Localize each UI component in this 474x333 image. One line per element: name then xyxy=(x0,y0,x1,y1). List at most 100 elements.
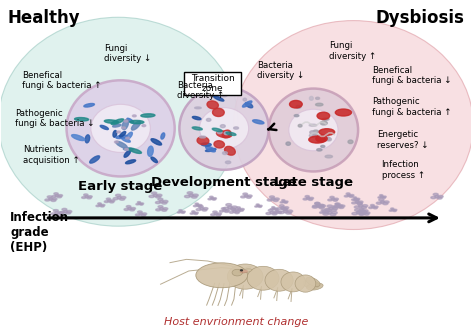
Ellipse shape xyxy=(197,137,209,145)
Ellipse shape xyxy=(162,209,167,211)
Ellipse shape xyxy=(90,156,100,163)
Ellipse shape xyxy=(381,196,383,197)
Ellipse shape xyxy=(237,208,241,210)
Ellipse shape xyxy=(272,206,275,208)
Ellipse shape xyxy=(160,208,164,210)
Ellipse shape xyxy=(273,199,278,201)
Ellipse shape xyxy=(199,205,203,207)
Ellipse shape xyxy=(320,121,328,125)
Ellipse shape xyxy=(214,141,225,148)
Ellipse shape xyxy=(147,146,153,156)
Ellipse shape xyxy=(200,108,249,149)
Ellipse shape xyxy=(433,193,438,195)
Ellipse shape xyxy=(310,134,316,137)
Ellipse shape xyxy=(153,194,157,196)
Ellipse shape xyxy=(155,201,161,204)
Ellipse shape xyxy=(238,269,252,273)
Ellipse shape xyxy=(328,199,332,201)
Ellipse shape xyxy=(312,205,317,207)
Ellipse shape xyxy=(113,197,118,200)
Ellipse shape xyxy=(161,133,165,139)
Ellipse shape xyxy=(192,127,202,130)
Ellipse shape xyxy=(131,122,140,130)
Ellipse shape xyxy=(310,197,314,199)
Ellipse shape xyxy=(278,212,281,213)
Ellipse shape xyxy=(101,204,105,206)
Ellipse shape xyxy=(117,196,121,199)
Ellipse shape xyxy=(331,211,337,214)
Ellipse shape xyxy=(226,209,230,211)
Ellipse shape xyxy=(235,212,239,214)
Ellipse shape xyxy=(52,195,56,197)
Ellipse shape xyxy=(352,212,357,215)
Ellipse shape xyxy=(281,272,305,292)
Ellipse shape xyxy=(394,209,397,210)
Ellipse shape xyxy=(374,207,377,209)
Ellipse shape xyxy=(158,198,163,200)
Ellipse shape xyxy=(163,208,168,210)
Text: Benefical
fungi & bacteria ↑: Benefical fungi & bacteria ↑ xyxy=(22,71,101,90)
Ellipse shape xyxy=(192,194,198,196)
Ellipse shape xyxy=(162,202,167,204)
Ellipse shape xyxy=(212,128,222,132)
Ellipse shape xyxy=(122,120,128,130)
Ellipse shape xyxy=(335,203,340,205)
Ellipse shape xyxy=(322,118,329,120)
Ellipse shape xyxy=(217,213,221,215)
Ellipse shape xyxy=(225,211,229,212)
Ellipse shape xyxy=(130,209,135,211)
Ellipse shape xyxy=(179,87,269,170)
Ellipse shape xyxy=(137,201,141,203)
Text: Dysbiosis: Dysbiosis xyxy=(375,9,464,27)
Ellipse shape xyxy=(240,269,243,271)
Text: Early stage: Early stage xyxy=(79,180,163,193)
Ellipse shape xyxy=(354,199,358,201)
Ellipse shape xyxy=(376,202,382,204)
Ellipse shape xyxy=(349,196,353,197)
Ellipse shape xyxy=(128,148,141,154)
Ellipse shape xyxy=(270,196,274,198)
Text: Energetic
reserves? ↓: Energetic reserves? ↓ xyxy=(377,130,428,150)
Ellipse shape xyxy=(179,210,182,211)
Ellipse shape xyxy=(151,139,162,145)
Ellipse shape xyxy=(87,197,91,199)
Ellipse shape xyxy=(348,140,353,144)
Ellipse shape xyxy=(330,196,334,198)
Text: Pathogenic
fungi & bacteria ↓: Pathogenic fungi & bacteria ↓ xyxy=(15,109,94,128)
Ellipse shape xyxy=(286,142,291,145)
Ellipse shape xyxy=(60,211,64,214)
Ellipse shape xyxy=(307,283,323,290)
Ellipse shape xyxy=(222,130,231,138)
Ellipse shape xyxy=(137,211,142,213)
Ellipse shape xyxy=(115,141,118,143)
Ellipse shape xyxy=(216,214,220,216)
Ellipse shape xyxy=(353,197,356,198)
Ellipse shape xyxy=(359,208,364,210)
Text: Healthy: Healthy xyxy=(8,9,81,27)
Ellipse shape xyxy=(270,208,273,210)
Ellipse shape xyxy=(383,202,388,205)
Ellipse shape xyxy=(295,275,316,292)
Ellipse shape xyxy=(287,210,292,212)
Ellipse shape xyxy=(317,205,321,207)
Ellipse shape xyxy=(320,205,326,207)
Ellipse shape xyxy=(226,203,232,206)
Ellipse shape xyxy=(363,211,367,213)
Ellipse shape xyxy=(361,210,365,212)
Ellipse shape xyxy=(126,205,131,207)
Ellipse shape xyxy=(245,103,253,108)
Ellipse shape xyxy=(360,211,366,214)
Ellipse shape xyxy=(232,269,242,276)
Text: Infection
grade
(EHP): Infection grade (EHP) xyxy=(10,211,69,254)
Ellipse shape xyxy=(361,210,364,212)
Ellipse shape xyxy=(240,270,248,273)
Ellipse shape xyxy=(274,212,277,213)
Ellipse shape xyxy=(325,155,332,158)
Ellipse shape xyxy=(333,199,337,201)
Ellipse shape xyxy=(283,208,288,210)
Ellipse shape xyxy=(374,206,378,208)
Ellipse shape xyxy=(155,196,161,198)
Ellipse shape xyxy=(233,210,236,212)
Ellipse shape xyxy=(352,199,355,200)
Ellipse shape xyxy=(313,130,319,133)
